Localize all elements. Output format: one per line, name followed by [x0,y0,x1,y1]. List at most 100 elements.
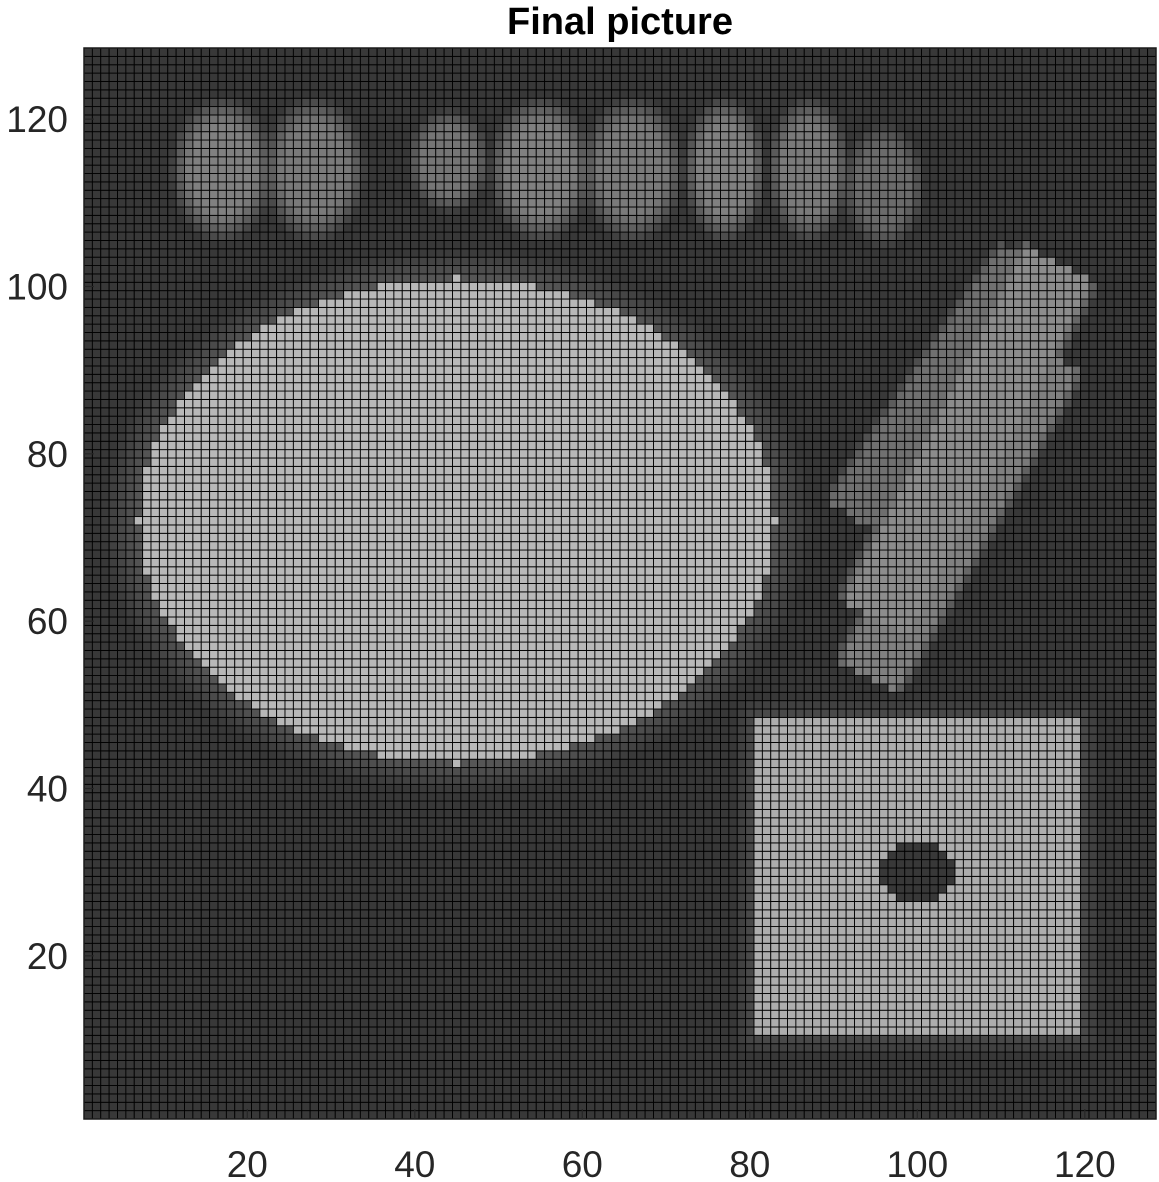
heatmap-cell [1089,818,1097,826]
heatmap-cell [612,793,620,801]
heatmap-cell [721,1019,729,1027]
heatmap-cell [1081,801,1089,809]
heatmap-cell [109,1002,117,1010]
heatmap-cell [620,901,628,909]
heatmap-cell [679,993,687,1001]
heatmap-cell [788,943,796,951]
heatmap-cell [595,1060,603,1068]
heatmap-cell [654,1069,662,1077]
heatmap-cell [637,1060,645,1068]
heatmap-cell [1089,826,1097,834]
heatmap-cell [829,1052,837,1060]
heatmap-cell [578,993,586,1001]
heatmap-cell [327,968,335,976]
heatmap-cell [771,1010,779,1018]
heatmap-cell [436,809,444,817]
heatmap-cell [963,1002,971,1010]
heatmap-cell [134,1111,142,1119]
heatmap-cell [662,1060,670,1068]
heatmap-cell [620,1077,628,1085]
heatmap-cell [126,901,134,909]
heatmap-cell [612,960,620,968]
heatmap-cell [922,818,930,826]
heatmap-cell [612,927,620,935]
heatmap-cell [913,1052,921,1060]
heatmap-cell [394,1086,402,1094]
heatmap-cell [126,1027,134,1035]
heatmap-cell [662,1094,670,1102]
heatmap-cell [218,801,226,809]
heatmap-cell [1047,1044,1055,1052]
heatmap-cell [553,1052,561,1060]
heatmap-cell [938,1044,946,1052]
heatmap-cell [947,927,955,935]
heatmap-cell [377,868,385,876]
heatmap-cell [737,1060,745,1068]
heatmap-cell [754,1102,762,1110]
heatmap-cell [1056,1069,1064,1077]
heatmap-cell [411,943,419,951]
heatmap-cell [762,1052,770,1060]
heatmap-cell [511,1010,519,1018]
heatmap-cell [352,985,360,993]
heatmap-cell [695,843,703,851]
heatmap-cell [620,801,628,809]
heatmap-cell [1005,818,1013,826]
heatmap-cell [729,885,737,893]
heatmap-cell [494,1019,502,1027]
heatmap-cell [486,918,494,926]
heatmap-cell [603,860,611,868]
heatmap-cell [243,1027,251,1035]
heatmap-cell [955,927,963,935]
heatmap-cell [804,1052,812,1060]
heatmap-cell [1072,868,1080,876]
heatmap-cell [578,826,586,834]
heatmap-cell [612,835,620,843]
heatmap-cell [1097,885,1105,893]
heatmap-cell [101,993,109,1001]
heatmap-cell [402,809,410,817]
heatmap-cell [938,793,946,801]
heatmap-cell [997,1027,1005,1035]
heatmap-cell [788,1027,796,1035]
heatmap-cell [654,851,662,859]
heatmap-cell [1131,1027,1139,1035]
heatmap-cell [737,860,745,868]
heatmap-cell [1097,843,1105,851]
heatmap-cell [143,1111,151,1119]
heatmap-cell [855,1035,863,1043]
heatmap-cell [821,851,829,859]
heatmap-cell [695,1069,703,1077]
heatmap-cell [561,1035,569,1043]
heatmap-cell [855,952,863,960]
heatmap-cell [561,968,569,976]
heatmap-cell [997,876,1005,884]
heatmap-cell [913,952,921,960]
heatmap-cell [1114,910,1122,918]
heatmap-cell [821,835,829,843]
heatmap-cell [578,860,586,868]
heatmap-cell [344,1035,352,1043]
heatmap-cell [838,918,846,926]
heatmap-cell [310,843,318,851]
heatmap-cell [1097,868,1105,876]
heatmap-cell [360,885,368,893]
heatmap-cell [788,985,796,993]
heatmap-cell [360,960,368,968]
heatmap-cell [176,801,184,809]
heatmap-cell [402,860,410,868]
heatmap-cell [888,801,896,809]
heatmap-cell [494,1035,502,1043]
heatmap-cell [888,943,896,951]
heatmap-cell [268,835,276,843]
heatmap-cell [1097,1052,1105,1060]
heatmap-cell [704,809,712,817]
heatmap-cell [846,1111,854,1119]
heatmap-cell [411,1077,419,1085]
heatmap-cell [545,985,553,993]
heatmap-cell [963,1027,971,1035]
heatmap-cell [972,918,980,926]
heatmap-cell [989,952,997,960]
heatmap-cell [402,1052,410,1060]
